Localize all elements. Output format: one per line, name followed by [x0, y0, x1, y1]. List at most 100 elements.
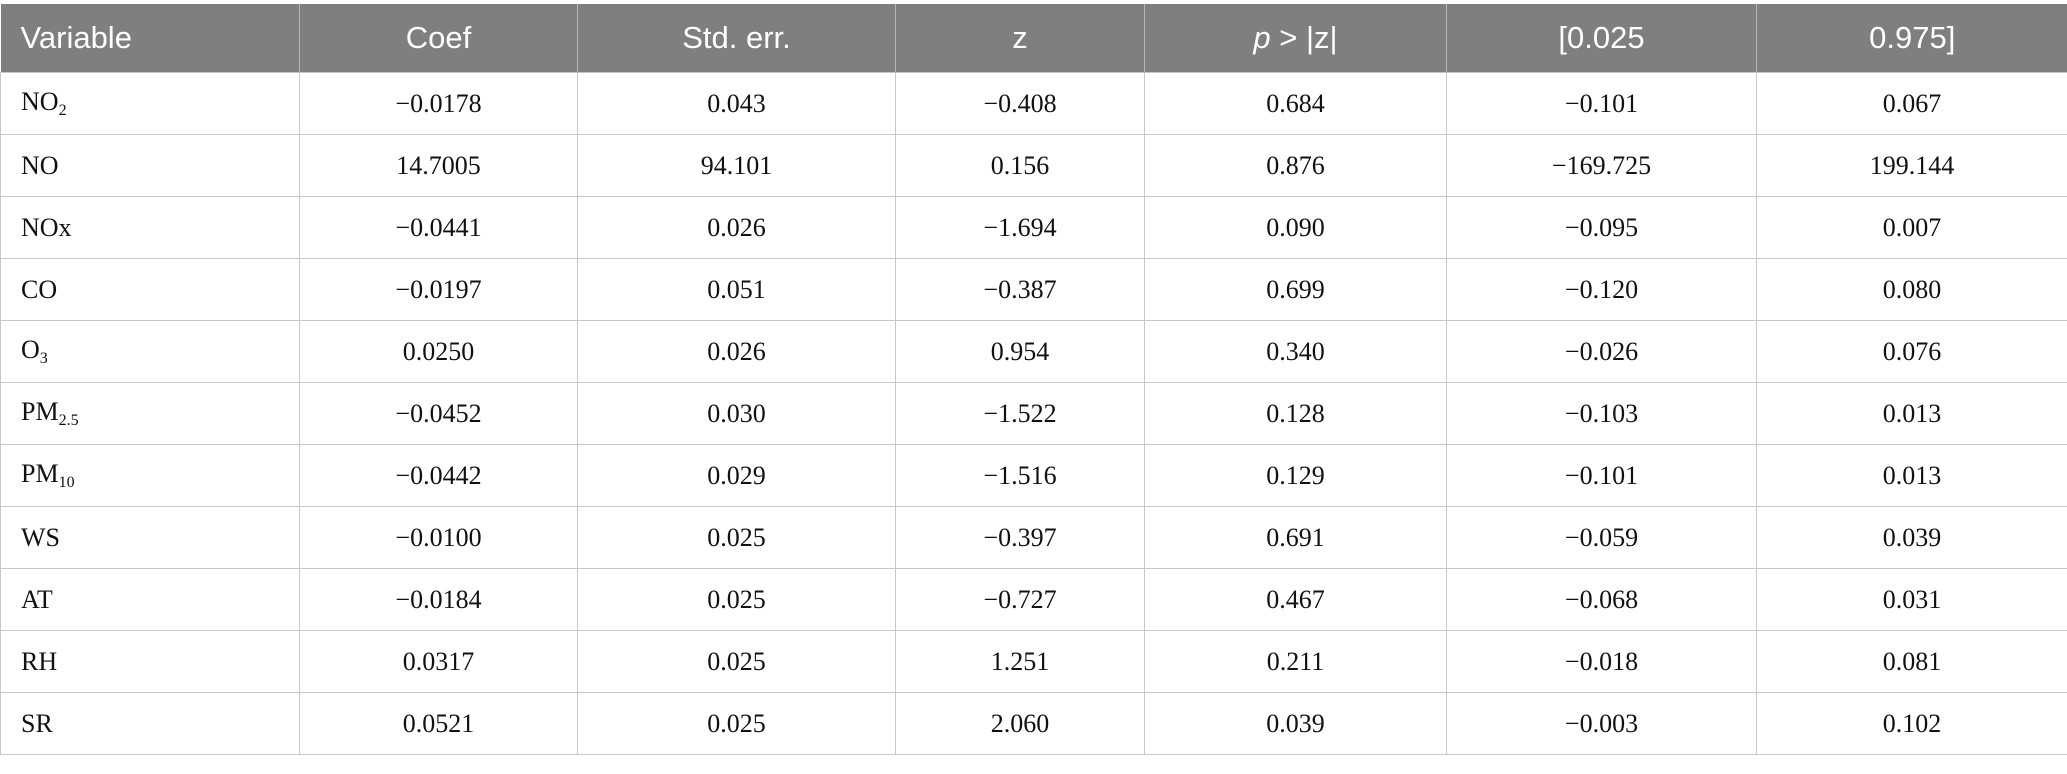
value-cell: 0.013: [1756, 444, 2067, 507]
value-cell: 0.039: [1756, 506, 2067, 569]
value-cell: 0.211: [1144, 630, 1447, 693]
variable-cell: WS: [0, 506, 300, 569]
value-cell: −169.725: [1446, 134, 1757, 197]
value-cell: 0.051: [577, 258, 896, 321]
table-row: PM10 −0.0442 0.029 −1.516 0.129 −0.101 0.013: [0, 444, 2067, 507]
value-cell: 0.699: [1144, 258, 1447, 321]
table-row: AT −0.0184 0.025 −0.727 0.467 −0.068 0.031: [0, 568, 2067, 631]
value-cell: −0.026: [1446, 320, 1757, 383]
value-cell: 0.691: [1144, 506, 1447, 569]
value-cell: 0.0250: [299, 320, 578, 383]
variable-name: PM: [21, 459, 59, 488]
value-cell: −0.408: [895, 72, 1145, 135]
value-cell: 0.043: [577, 72, 896, 135]
variable-name: CO: [21, 274, 58, 304]
value-cell: −0.0100: [299, 506, 578, 569]
value-cell: 2.060: [895, 692, 1145, 755]
header-cell: 0.975]: [1756, 4, 2067, 73]
value-cell: 199.144: [1756, 134, 2067, 197]
variable-subscript: 3: [39, 350, 48, 367]
variable-name: SR: [21, 708, 53, 738]
variable-name: PM: [21, 397, 59, 426]
value-cell: −0.0178: [299, 72, 578, 135]
variable-name: O: [21, 335, 40, 364]
table-row: SR 0.0521 0.025 2.060 0.039 −0.003 0.102: [0, 692, 2067, 755]
value-cell: 0.090: [1144, 196, 1447, 259]
header-cell: Variable: [0, 4, 300, 73]
value-cell: 0.031: [1756, 568, 2067, 631]
value-cell: 0.954: [895, 320, 1145, 383]
value-cell: −0.397: [895, 506, 1145, 569]
value-cell: −0.0442: [299, 444, 578, 507]
value-cell: 0.067: [1756, 72, 2067, 135]
value-cell: 0.076: [1756, 320, 2067, 383]
value-cell: 0.467: [1144, 568, 1447, 631]
value-cell: 0.025: [577, 506, 896, 569]
variable-name: NOx: [21, 212, 72, 242]
variable-name: RH: [21, 646, 58, 676]
table-row: O3 0.0250 0.026 0.954 0.340 −0.026 0.076: [0, 320, 2067, 383]
variable-name: NO: [21, 150, 59, 180]
value-cell: 1.251: [895, 630, 1145, 693]
table-row: RH 0.0317 0.025 1.251 0.211 −0.018 0.081: [0, 630, 2067, 693]
value-cell: −0.387: [895, 258, 1145, 321]
value-cell: 0.026: [577, 196, 896, 259]
header-cell: [0.025: [1446, 4, 1757, 73]
value-cell: −0.727: [895, 568, 1145, 631]
value-cell: 0.039: [1144, 692, 1447, 755]
value-cell: 0.007: [1756, 196, 2067, 259]
value-cell: −0.0452: [299, 382, 578, 445]
value-cell: 0.029: [577, 444, 896, 507]
value-cell: −0.068: [1446, 568, 1757, 631]
variable-cell: NO2: [0, 72, 300, 135]
table-row: NO2 −0.0178 0.043 −0.408 0.684 −0.101 0.067: [0, 72, 2067, 135]
value-cell: −0.0441: [299, 196, 578, 259]
value-cell: 0.013: [1756, 382, 2067, 445]
value-cell: 0.080: [1756, 258, 2067, 321]
variable-subscript: 10: [58, 474, 75, 491]
value-cell: 0.030: [577, 382, 896, 445]
variable-cell: PM10: [0, 444, 300, 507]
value-cell: 0.876: [1144, 134, 1447, 197]
table-row: PM2.5 −0.0452 0.030 −1.522 0.128 −0.103 0.013: [0, 382, 2067, 445]
variable-subscript: 2.5: [58, 412, 79, 429]
value-cell: −0.101: [1446, 72, 1757, 135]
value-cell: −1.694: [895, 196, 1145, 259]
value-cell: 0.156: [895, 134, 1145, 197]
value-cell: −0.101: [1446, 444, 1757, 507]
value-cell: −0.059: [1446, 506, 1757, 569]
table-row: CO −0.0197 0.051 −0.387 0.699 −0.120 0.080: [0, 258, 2067, 321]
value-cell: 0.129: [1144, 444, 1447, 507]
value-cell: 0.025: [577, 630, 896, 693]
value-cell: 0.025: [577, 692, 896, 755]
value-cell: 0.340: [1144, 320, 1447, 383]
regression-table: Variable Coef Std. err. z p > |z| [0.025 0.975…: [0, 4, 2067, 755]
value-cell: 14.7005: [299, 134, 578, 197]
value-cell: −0.018: [1446, 630, 1757, 693]
value-cell: 0.102: [1756, 692, 2067, 755]
variable-cell: NOx: [0, 196, 300, 259]
variable-cell: NO: [0, 134, 300, 197]
table-body: NO2 −0.0178 0.043 −0.408 0.684 −0.101 0.067 NO 1…: [0, 72, 2067, 755]
value-cell: −1.516: [895, 444, 1145, 507]
header-cell: z: [895, 4, 1145, 73]
value-cell: 0.0317: [299, 630, 578, 693]
header-cell: Std. err.: [577, 4, 896, 73]
value-cell: 0.684: [1144, 72, 1447, 135]
value-cell: −0.103: [1446, 382, 1757, 445]
value-cell: −1.522: [895, 382, 1145, 445]
variable-name: AT: [21, 584, 53, 614]
variable-cell: SR: [0, 692, 300, 755]
variable-subscript: 2: [58, 102, 67, 119]
value-cell: 0.081: [1756, 630, 2067, 693]
variable-cell: RH: [0, 630, 300, 693]
header-cell: Coef: [299, 4, 578, 73]
value-cell: −0.0184: [299, 568, 578, 631]
variable-cell: AT: [0, 568, 300, 631]
header-italic: p: [1253, 20, 1271, 55]
value-cell: 0.0521: [299, 692, 578, 755]
value-cell: −0.095: [1446, 196, 1757, 259]
value-cell: 94.101: [577, 134, 896, 197]
variable-name: NO: [21, 87, 59, 116]
